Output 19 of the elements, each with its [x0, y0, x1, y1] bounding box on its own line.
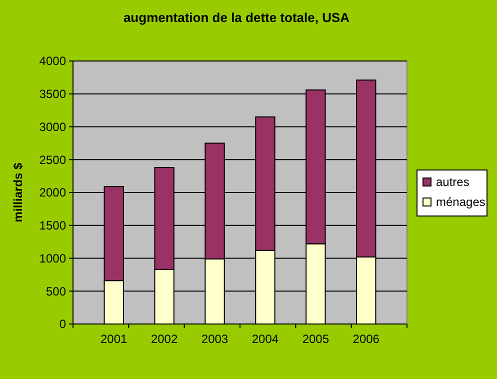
y-tick-label: 0 [59, 317, 66, 332]
x-tick-label: 2006 [352, 332, 380, 346]
x-tick-label: 2001 [100, 332, 128, 346]
x-tick-label: 2004 [252, 332, 279, 346]
x-tick-label: 2005 [302, 332, 330, 346]
y-tick-label: 1000 [39, 251, 66, 266]
legend-label: ménages [436, 195, 486, 210]
x-tick-label: 2003 [201, 332, 228, 346]
y-tick-label: 4000 [39, 54, 66, 68]
y-tick-label: 2000 [39, 186, 66, 200]
x-tick-label: 2002 [150, 332, 178, 346]
y-tick-label: 500 [46, 284, 66, 298]
y-axis-title: milliards $ [11, 162, 25, 222]
y-tick-label: 3000 [39, 120, 66, 134]
y-tick-label: 3500 [39, 87, 66, 102]
chart-title: augmentation de la dette totale, USA [123, 10, 350, 25]
legend-label: autres [436, 175, 470, 190]
y-tick-label: 1500 [39, 218, 66, 233]
y-tick-label: 2500 [39, 152, 66, 167]
